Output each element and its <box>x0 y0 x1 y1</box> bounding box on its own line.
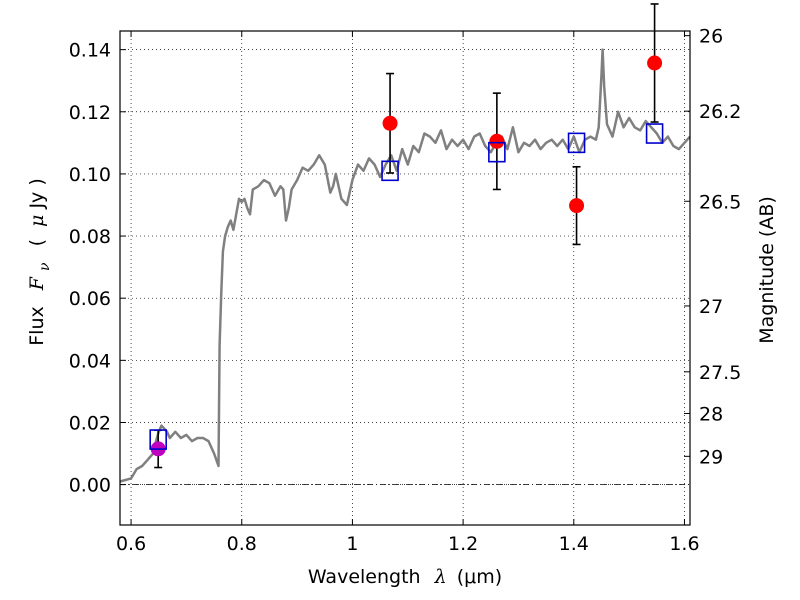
axis-ticks <box>120 31 690 525</box>
y-tick-label: 0.14 <box>69 40 111 62</box>
y-tick-label: 0.06 <box>69 288 111 310</box>
x-axis-label-unit: (μm) <box>457 566 502 588</box>
right-tick-label: 29 <box>699 446 723 468</box>
x-axis-label-prefix: Wavelength <box>308 566 421 588</box>
model-spectrum-line <box>119 48 691 483</box>
model-photometry-box <box>645 123 664 144</box>
model-spectrum-layer <box>119 48 691 483</box>
model-photometry-box <box>488 141 506 163</box>
model-photometry-box <box>381 160 399 182</box>
model-photometry-box <box>567 132 586 154</box>
y-tick-label: 0.00 <box>69 475 111 497</box>
model-photometry-box <box>149 429 167 450</box>
observed-point <box>569 198 585 214</box>
y-axis-label-symbol: F <box>26 276 48 291</box>
y-tick-label: 0.08 <box>69 226 111 248</box>
errorbar-layer <box>154 3 659 469</box>
y-axis-label-prefix: Flux <box>26 306 48 346</box>
observed-points-layer <box>150 55 663 457</box>
observed-point <box>382 115 398 131</box>
y-axis-label: Flux F ν ( μ Jy ) <box>26 178 54 346</box>
x-axis-label-symbol: λ <box>434 566 447 588</box>
right-tick-label: 26.5 <box>699 191 741 213</box>
y-axis-label-open: ( <box>26 239 48 246</box>
x-tick-label: 1 <box>346 533 358 555</box>
y-tick-label: 0.12 <box>69 102 111 124</box>
y-tick-label: 0.02 <box>69 412 111 434</box>
x-tick-label: 0.6 <box>116 533 146 555</box>
y-axis-label-mu: μ <box>26 215 48 227</box>
x-axis-label: Wavelength λ (μm) <box>308 566 502 588</box>
plot-frame <box>119 30 691 526</box>
right-tick-label: 27.5 <box>699 362 741 384</box>
right-tick-label: 28 <box>699 403 723 425</box>
right-tick-label: 26 <box>699 26 723 48</box>
y-axis-label-subscript: ν <box>37 262 53 271</box>
x-tick-label: 1.2 <box>448 533 478 555</box>
grid-lines <box>120 31 690 525</box>
observed-point <box>647 55 663 71</box>
y-axis-label-unit: Jy ) <box>26 178 48 209</box>
right-tick-label: 26.2 <box>699 101 741 123</box>
x-tick-label: 1.6 <box>669 533 699 555</box>
y-tick-label: 0.04 <box>69 350 111 372</box>
observed-point <box>489 133 505 149</box>
x-tick-label: 0.8 <box>227 533 257 555</box>
y-tick-label: 0.10 <box>69 164 111 186</box>
model-photometry-layer <box>149 123 664 450</box>
tick-labels: 0.6 0.8 1 1.2 1.4 1.6 0.00 0.02 0.04 0.06 0.08 0.10… <box>69 26 742 555</box>
right-axis-label: Magnitude (AB) <box>756 196 778 344</box>
x-tick-label: 1.4 <box>559 533 589 555</box>
right-tick-label: 27 <box>699 296 723 318</box>
